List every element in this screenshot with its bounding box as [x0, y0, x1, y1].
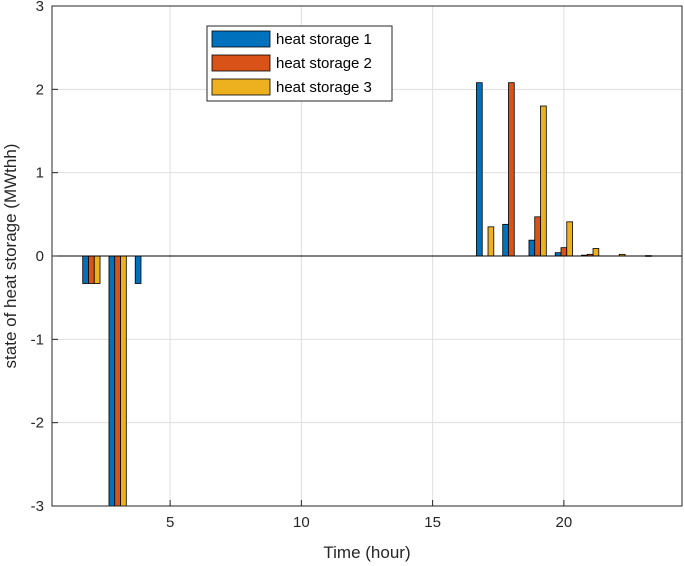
- y-tick-label-3: 3: [36, 0, 44, 15]
- legend-entry-3: heat storage 3: [276, 79, 372, 96]
- bar-series-1-hour-17: [476, 82, 483, 257]
- x-tick-label-20: 20: [556, 514, 573, 531]
- bar-series-3-hour-20: [566, 221, 573, 257]
- y-tick-label--1: -1: [31, 331, 44, 348]
- legend-entry-1: heat storage 1: [276, 31, 372, 48]
- bar-series-1-hour-2: [82, 255, 89, 284]
- y-axis-ticks: -3 -2 -1 0 1 2 3: [31, 0, 58, 515]
- y-tick-label-0: 0: [36, 248, 44, 265]
- bar-series-3-hour-17: [487, 226, 495, 257]
- legend-entry-2: heat storage 2: [276, 55, 372, 72]
- bar-series-2-hour-3: [114, 255, 121, 507]
- x-tick-label-10: 10: [293, 514, 310, 531]
- bar-series-3-hour-21: [592, 248, 600, 257]
- bar-series-2-hour-19: [534, 216, 541, 257]
- legend-swatch-1: [211, 30, 271, 48]
- bar-series-2-hour-2: [88, 255, 95, 284]
- x-axis-ticks: 5 10 15 20: [166, 500, 572, 531]
- x-tick-label-5: 5: [166, 514, 174, 531]
- bar-series-1-hour-3: [108, 255, 116, 507]
- x-axis-label: Time (hour): [323, 543, 410, 562]
- x-tick-label-15: 15: [424, 514, 441, 531]
- bar-series-3-hour-3: [120, 255, 127, 507]
- bar-series-1-hour-19: [528, 239, 536, 257]
- bar-series-2-hour-20: [560, 247, 568, 257]
- legend-swatch-2: [211, 54, 271, 72]
- bar-series-3-hour-19: [540, 105, 547, 257]
- y-tick-label-1: 1: [36, 165, 44, 182]
- bar-series-3-hour-2: [93, 255, 101, 284]
- y-tick-label--3: -3: [31, 498, 44, 515]
- y-axis-label: state of heat storage (MWthh): [1, 144, 20, 369]
- legend: heat storage 1 heat storage 2 heat stora…: [206, 25, 393, 102]
- y-tick-label--2: -2: [31, 415, 44, 432]
- y-tick-label-2: 2: [36, 81, 44, 98]
- legend-swatch-3: [211, 78, 271, 96]
- bar-series-1-hour-18: [502, 223, 509, 257]
- bar-series-2-hour-18: [508, 82, 515, 257]
- bar-series-1-hour-4: [134, 255, 142, 284]
